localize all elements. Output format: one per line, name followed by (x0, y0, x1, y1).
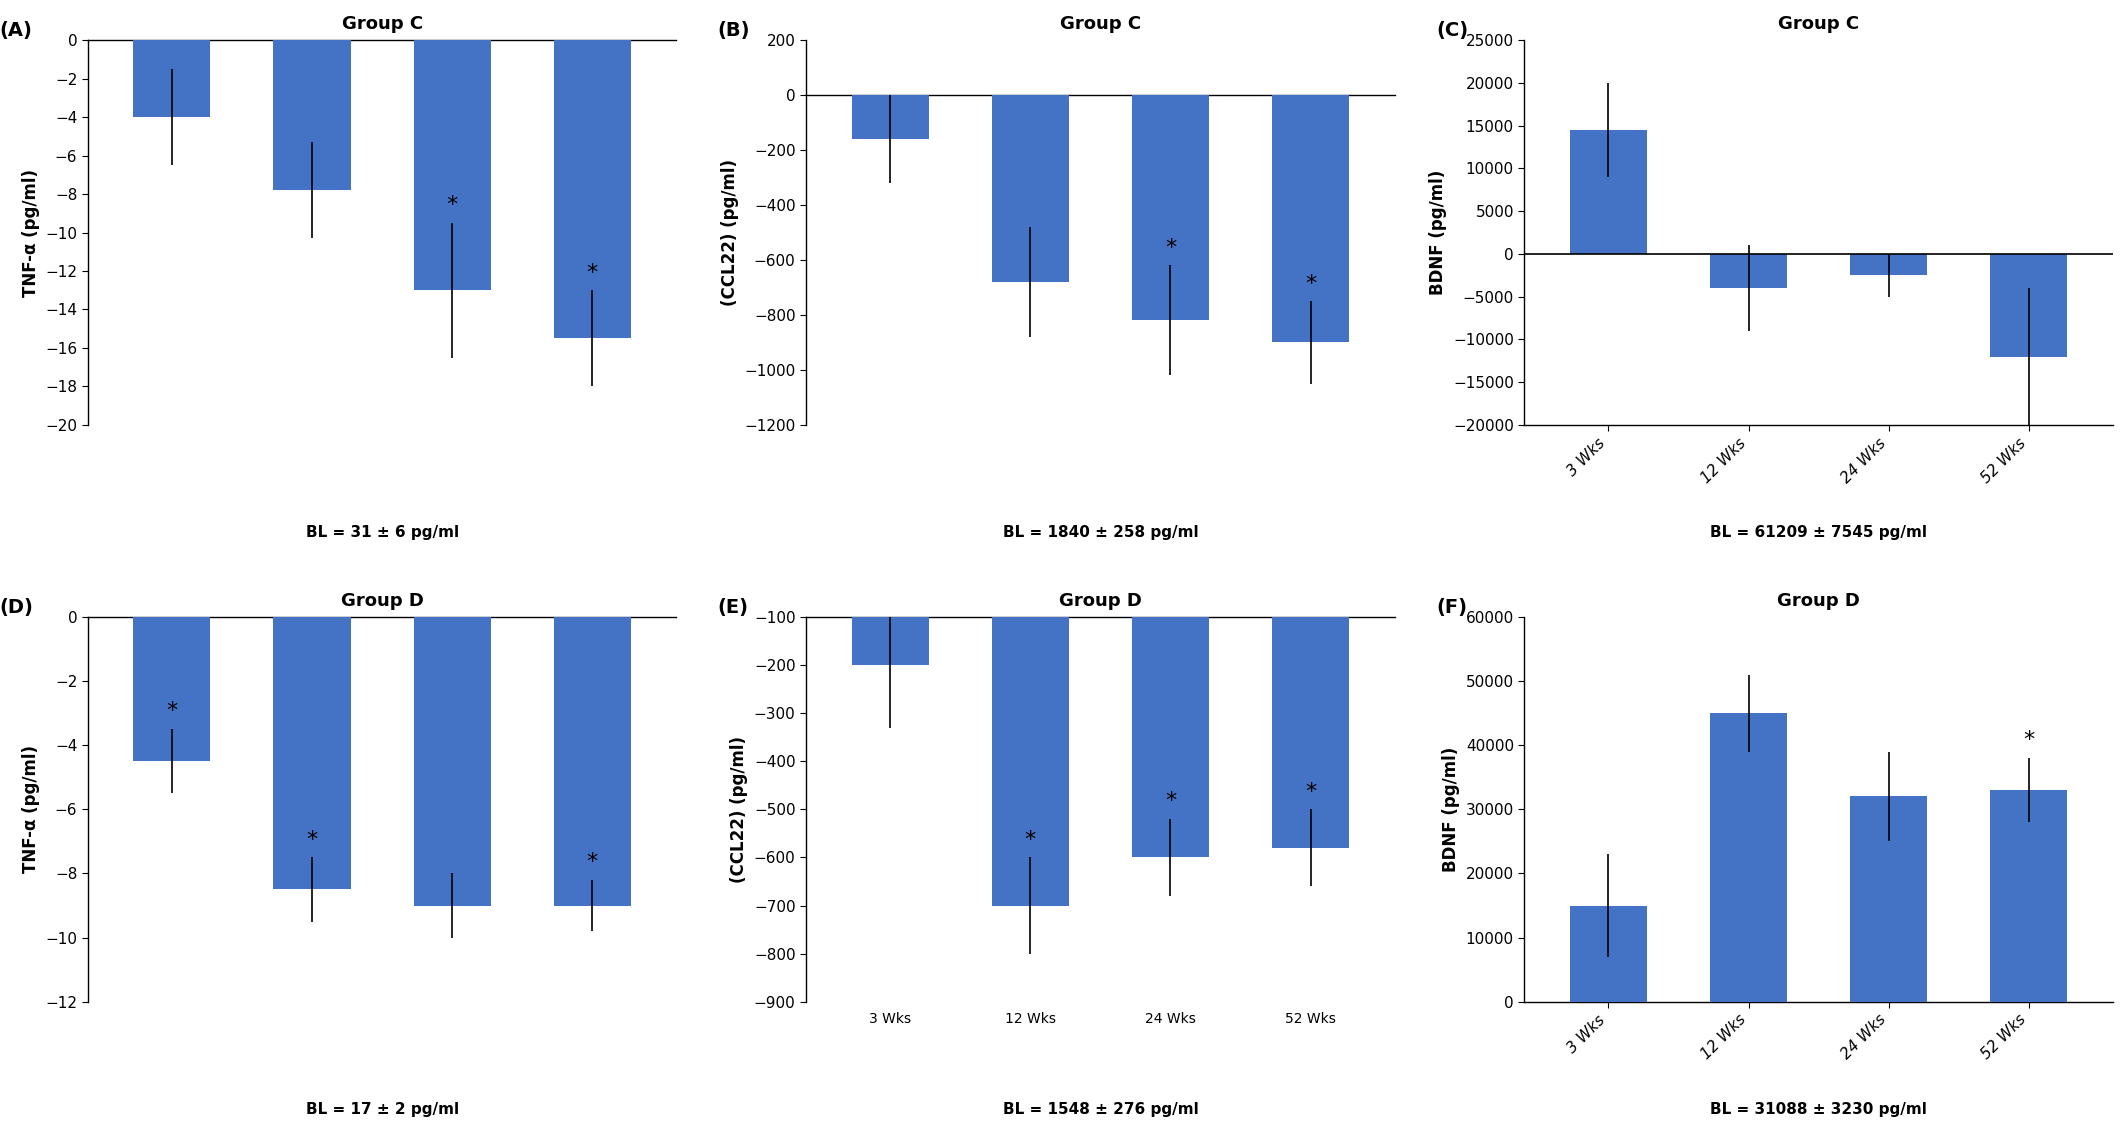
Y-axis label: BDNF (pg/ml): BDNF (pg/ml) (1443, 747, 1460, 872)
Title: Group D: Group D (1777, 591, 1860, 609)
Text: *: * (166, 701, 177, 722)
Bar (553, 617, 630, 906)
Text: *: * (1164, 791, 1177, 812)
Text: BL = 31 ± 6 pg/ml: BL = 31 ± 6 pg/ml (306, 526, 460, 540)
Bar (413, 617, 492, 906)
Bar (1570, 129, 1647, 254)
Text: (A): (A) (0, 20, 32, 40)
Text: (B): (B) (717, 20, 751, 40)
Text: *: * (1304, 782, 1317, 801)
Bar (275, 40, 351, 191)
Text: *: * (1026, 830, 1036, 850)
Text: *: * (1304, 274, 1317, 294)
Text: *: * (587, 852, 598, 872)
Title: Group C: Group C (1060, 15, 1141, 33)
Text: BL = 17 ± 2 pg/ml: BL = 17 ± 2 pg/ml (306, 1102, 460, 1117)
Text: *: * (1164, 238, 1177, 258)
Title: Group D: Group D (340, 591, 423, 609)
Bar (992, 95, 1068, 281)
Text: (C): (C) (1436, 20, 1468, 40)
Text: BL = 1840 ± 258 pg/ml: BL = 1840 ± 258 pg/ml (1002, 526, 1198, 540)
Bar (275, 617, 351, 890)
Bar (1711, 713, 1788, 1002)
Text: BL = 61209 ± 7545 pg/ml: BL = 61209 ± 7545 pg/ml (1711, 526, 1928, 540)
Text: (F): (F) (1436, 598, 1466, 616)
Bar (134, 617, 211, 762)
Bar (1273, 569, 1349, 848)
Y-axis label: (CCL22) (pg/ml): (CCL22) (pg/ml) (721, 159, 738, 306)
Bar (134, 40, 211, 117)
Bar (1273, 95, 1349, 343)
Y-axis label: TNF-α (pg/ml): TNF-α (pg/ml) (21, 746, 40, 873)
Y-axis label: (CCL22) (pg/ml): (CCL22) (pg/ml) (730, 735, 749, 883)
Text: *: * (2024, 730, 2034, 750)
Text: *: * (447, 195, 458, 216)
Bar (992, 569, 1068, 906)
Bar (1132, 569, 1209, 857)
Bar (851, 569, 928, 665)
Bar (1990, 254, 2068, 356)
Y-axis label: BDNF (pg/ml): BDNF (pg/ml) (1430, 170, 1447, 295)
Text: *: * (587, 262, 598, 283)
Text: BL = 1548 ± 276 pg/ml: BL = 1548 ± 276 pg/ml (1002, 1102, 1198, 1117)
Bar (1570, 906, 1647, 1002)
Bar (1132, 95, 1209, 320)
Title: Group D: Group D (1060, 591, 1143, 609)
Bar (1849, 254, 1928, 276)
Title: Group C: Group C (343, 15, 423, 33)
Text: *: * (306, 830, 317, 850)
Bar (413, 40, 492, 291)
Text: (E): (E) (717, 598, 749, 616)
Y-axis label: TNF-α (pg/ml): TNF-α (pg/ml) (21, 168, 40, 296)
Bar (1990, 790, 2068, 1002)
Text: (D): (D) (0, 598, 34, 616)
Text: BL = 31088 ± 3230 pg/ml: BL = 31088 ± 3230 pg/ml (1711, 1102, 1928, 1117)
Bar (553, 40, 630, 338)
Bar (1711, 254, 1788, 288)
Bar (1849, 797, 1928, 1002)
Bar (851, 95, 928, 140)
Title: Group C: Group C (1779, 15, 1860, 33)
